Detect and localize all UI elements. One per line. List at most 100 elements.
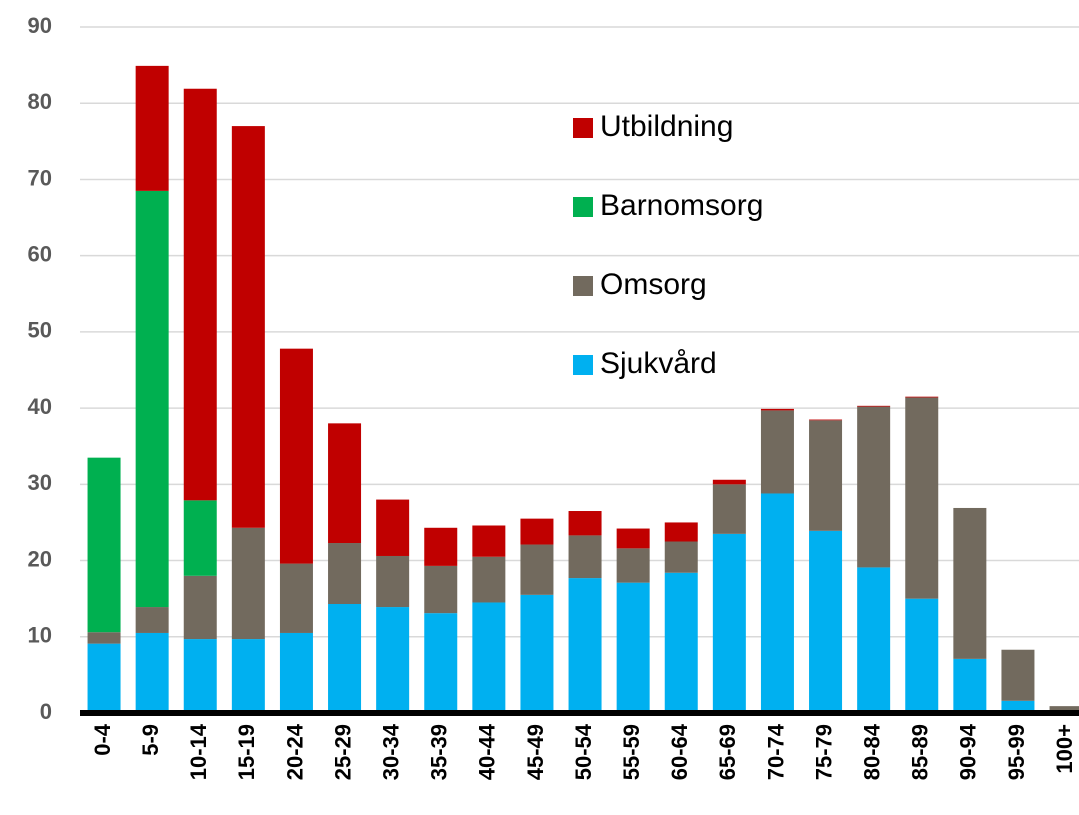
bar-segment — [231, 126, 265, 528]
bar-segment — [424, 613, 458, 713]
bar-segment — [857, 567, 891, 713]
bar-segment — [520, 518, 554, 545]
legend-swatch — [573, 276, 593, 296]
bar-segment — [472, 556, 506, 603]
legend-swatch — [573, 197, 593, 217]
x-tick-label: 70-74 — [763, 723, 788, 780]
bar-segment — [568, 511, 602, 536]
bar-segment — [664, 522, 698, 542]
bar-segment — [568, 535, 602, 579]
bar-segment — [376, 499, 410, 556]
x-tick-label: 50-54 — [571, 723, 596, 780]
bar-segment — [1049, 706, 1079, 713]
bar-segment — [279, 632, 313, 713]
bar-segment — [424, 527, 458, 566]
bar-segment — [328, 423, 362, 544]
bar-segment — [953, 507, 987, 659]
bar-segment — [87, 632, 121, 644]
bar-segment — [616, 528, 650, 549]
x-tick-label: 5-9 — [138, 724, 163, 756]
y-tick-label: 10 — [28, 623, 52, 648]
bar-segment — [616, 548, 650, 583]
x-tick-label: 20-24 — [282, 723, 307, 780]
bar-segment — [905, 396, 939, 398]
bar-segment — [87, 457, 121, 633]
y-tick-label: 70 — [28, 165, 52, 190]
y-tick-label: 40 — [28, 394, 52, 419]
bar-segment — [183, 639, 217, 713]
legend-label: Omsorg — [600, 268, 707, 301]
x-tick-label: 35-39 — [427, 724, 452, 780]
bar-segment — [135, 607, 169, 633]
bar-segment — [472, 525, 506, 557]
x-tick-label: 40-44 — [475, 723, 500, 780]
bar-segment — [616, 582, 650, 713]
x-tick-label: 90-94 — [956, 723, 981, 780]
bar-segment — [520, 594, 554, 713]
y-tick-label: 50 — [28, 318, 52, 343]
legend-label: Utbildning — [600, 110, 733, 143]
bar-segment — [472, 602, 506, 713]
bar-segment — [568, 578, 602, 713]
bar-segment — [809, 420, 843, 531]
x-tick-label: 75-79 — [811, 724, 836, 780]
x-tick-label: 65-69 — [715, 724, 740, 780]
legend-swatch — [573, 355, 593, 375]
bar-segment — [87, 643, 121, 713]
bar-segment — [809, 530, 843, 713]
bar-segment — [135, 190, 169, 608]
bar-segment — [712, 484, 746, 534]
bar-segment — [520, 544, 554, 595]
bar-segment — [183, 88, 217, 501]
bar-segment — [135, 632, 169, 713]
bar-segment — [905, 397, 939, 599]
x-tick-label: 85-89 — [908, 724, 933, 780]
bar-segment — [760, 493, 794, 713]
bar-segment — [231, 527, 265, 640]
x-tick-label: 60-64 — [667, 723, 692, 780]
y-tick-label: 60 — [28, 241, 52, 266]
y-tick-label: 80 — [28, 89, 52, 114]
bar-segment — [376, 607, 410, 713]
bar-segment — [183, 500, 217, 576]
bar-segment — [328, 543, 362, 605]
bar-segment — [279, 563, 313, 633]
x-tick-label: 10-14 — [186, 723, 211, 780]
x-tick-label: 95-99 — [1004, 724, 1029, 780]
bar-segment — [1001, 700, 1035, 713]
bar-segment — [712, 479, 746, 485]
y-tick-label: 20 — [28, 546, 52, 571]
y-tick-label: 0 — [40, 699, 52, 724]
x-tick-label: 45-49 — [523, 724, 548, 780]
x-tick-label: 80-84 — [859, 723, 884, 780]
x-tick-label: 0-4 — [90, 723, 115, 756]
x-tick-label: 15-19 — [234, 724, 259, 780]
y-tick-label: 30 — [28, 470, 52, 495]
bar-segment — [953, 658, 987, 713]
bar-segment — [328, 604, 362, 713]
bar-segment — [279, 348, 313, 564]
bar-segment — [760, 410, 794, 494]
bar-segment — [809, 419, 843, 421]
y-tick-label: 90 — [28, 13, 52, 38]
x-tick-label: 25-29 — [330, 724, 355, 780]
bar-segment — [424, 565, 458, 614]
x-tick-label: 55-59 — [619, 724, 644, 780]
bar-segment — [760, 408, 794, 411]
bar-segment — [183, 575, 217, 640]
bar-segment — [712, 533, 746, 713]
bar-segment — [857, 405, 891, 407]
bar-segment — [1001, 649, 1035, 701]
bar-segment — [376, 555, 410, 608]
legend-label: Sjukvård — [600, 347, 717, 380]
bar-segment — [664, 572, 698, 713]
bar-segment — [857, 406, 891, 568]
legend-label: Barnomsorg — [600, 189, 763, 222]
bar-segment — [664, 541, 698, 573]
legend-swatch — [573, 118, 593, 138]
bar-segment — [231, 639, 265, 713]
bar-segment — [905, 598, 939, 713]
x-tick-label: 30-34 — [378, 723, 403, 780]
bar-segment — [135, 65, 169, 191]
